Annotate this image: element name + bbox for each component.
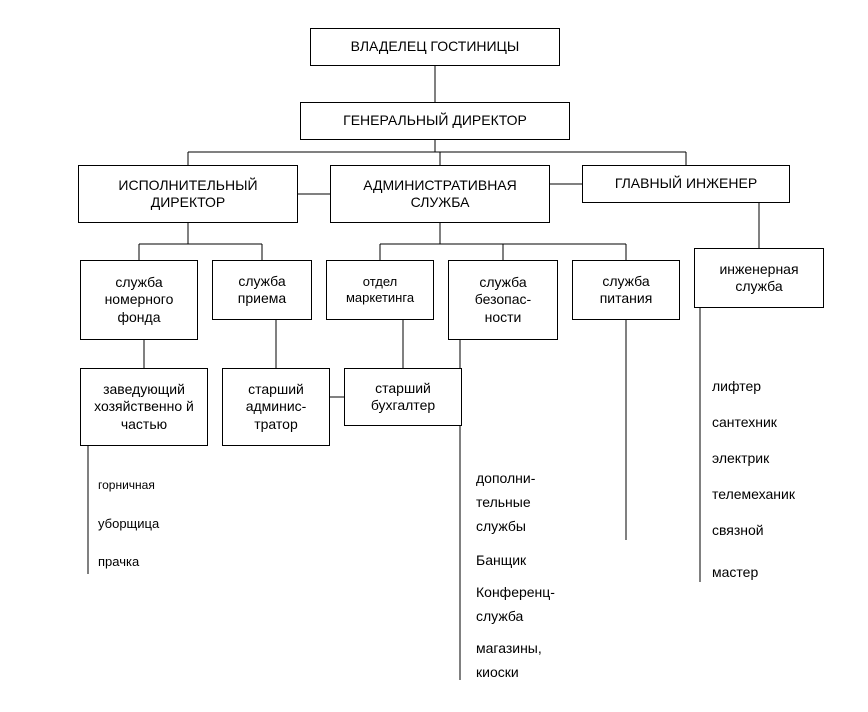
leaf-electric: электрик <box>712 450 769 467</box>
node-admin: АДМИНИСТРАТИВНАЯ СЛУЖБА <box>330 165 550 223</box>
node-senioradmin: старший админис- тратор <box>222 368 330 446</box>
leaf-laundress: прачка <box>98 554 139 570</box>
leaf-plumber: сантехник <box>712 414 777 431</box>
leaf-cleaner: уборщица <box>98 516 159 532</box>
leaf-shops1: магазины, <box>476 640 542 657</box>
leaf-conf2: служба <box>476 608 523 625</box>
leaf-master: мастер <box>712 564 758 581</box>
leaf-conf1: Конференц- <box>476 584 555 601</box>
node-owner: ВЛАДЕЛЕЦ ГОСТИНИЦЫ <box>310 28 560 66</box>
leaf-addserv1: дополни- <box>476 470 535 487</box>
node-security: служба безопас- ности <box>448 260 558 340</box>
node-rooms: служба номерного фонда <box>80 260 198 340</box>
node-execdir: ИСПОЛНИТЕЛЬНЫЙ ДИРЕКТОР <box>78 165 298 223</box>
leaf-addserv2: тельные <box>476 494 531 511</box>
leaf-maid: горничная <box>98 478 155 492</box>
org-chart: ВЛАДЕЛЕЦ ГОСТИНИЦЫ ГЕНЕРАЛЬНЫЙ ДИРЕКТОРИС… <box>0 0 868 712</box>
leaf-shops2: киоски <box>476 664 519 681</box>
node-housekeeper: заведующий хозяйственно й частью <box>80 368 208 446</box>
node-marketing: отдел маркетинга <box>326 260 434 320</box>
node-gendir: ГЕНЕРАЛЬНЫЙ ДИРЕКТОР <box>300 102 570 140</box>
leaf-banshik: Банщик <box>476 552 526 569</box>
leaf-addserv3: службы <box>476 518 526 535</box>
leaf-lift: лифтер <box>712 378 761 395</box>
node-engineer: ГЛАВНЫЙ ИНЖЕНЕР <box>582 165 790 203</box>
leaf-telemech: телемеханик <box>712 486 795 503</box>
node-food: служба питания <box>572 260 680 320</box>
node-engservice: инженерная служба <box>694 248 824 308</box>
node-reception: служба приема <box>212 260 312 320</box>
leaf-svyaznoy: связной <box>712 522 764 539</box>
node-accountant: старший бухгалтер <box>344 368 462 426</box>
